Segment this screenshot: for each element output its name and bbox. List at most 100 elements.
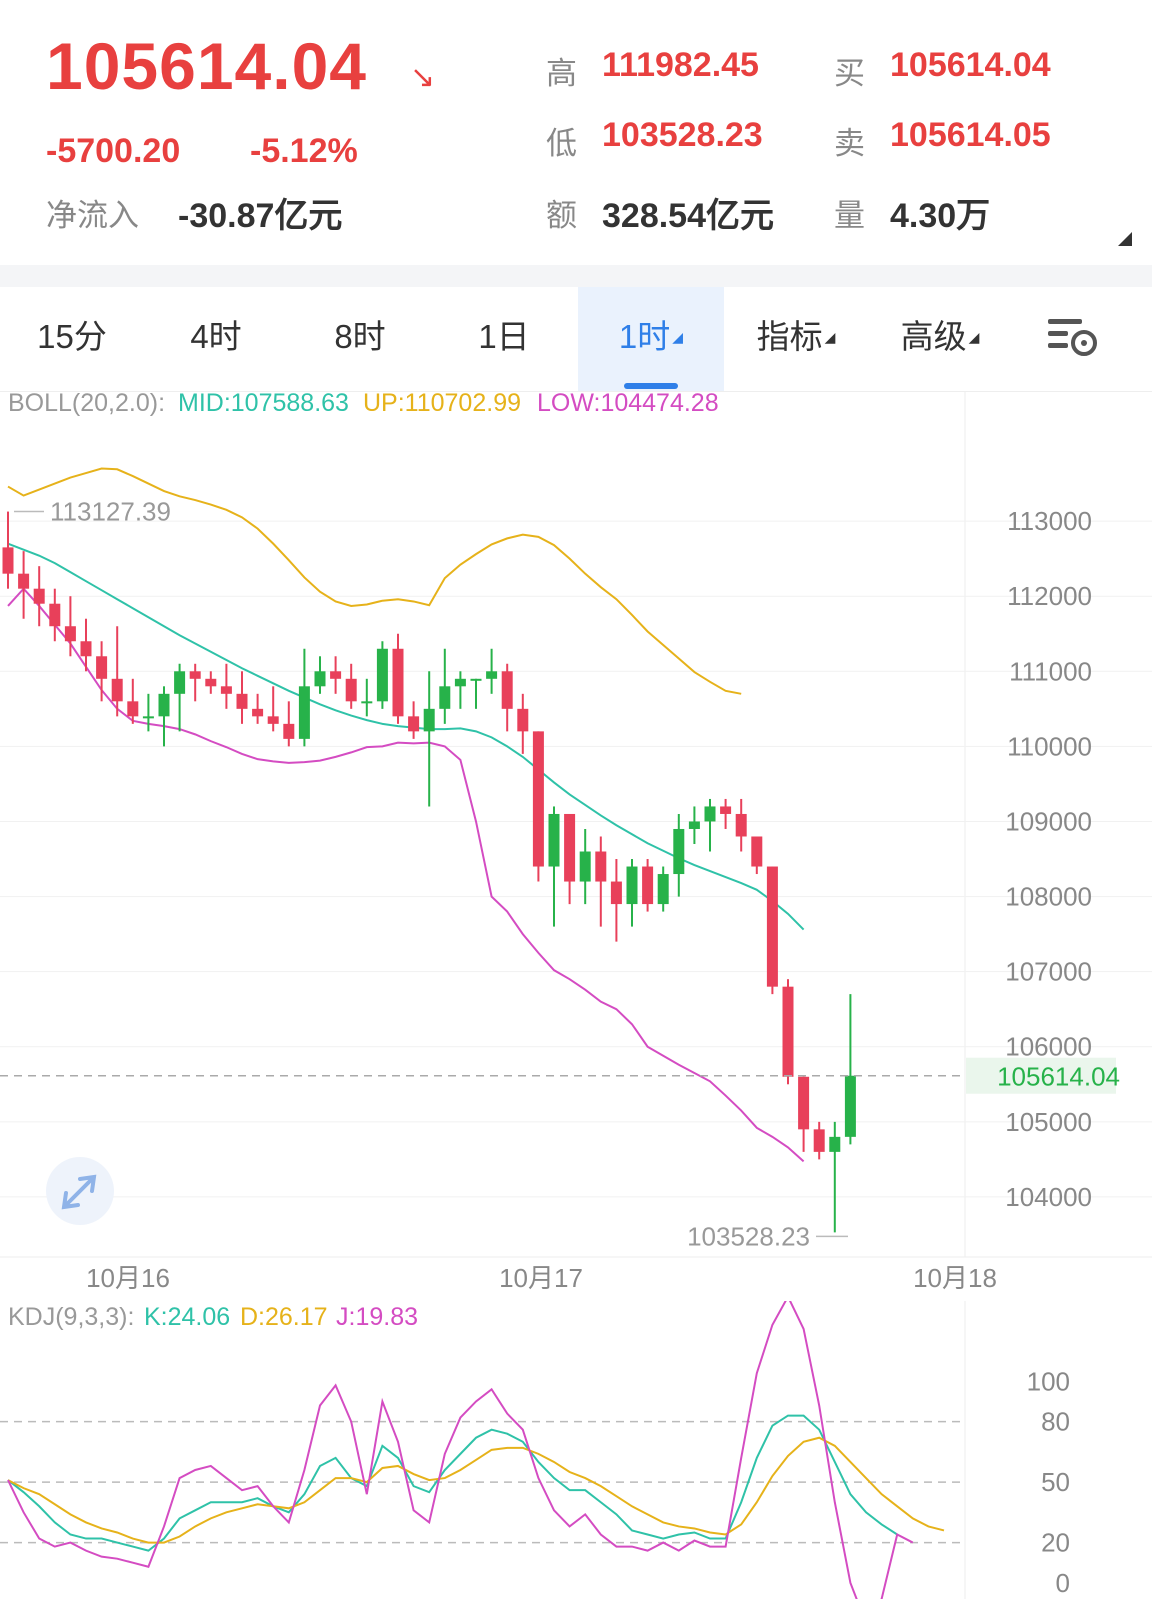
candle-body xyxy=(158,693,170,717)
candle-body xyxy=(361,701,373,704)
candle-body xyxy=(486,671,498,679)
tab-8h[interactable]: 8时 xyxy=(334,318,386,355)
candle xyxy=(49,588,61,642)
candle-body xyxy=(439,686,451,709)
candle xyxy=(423,671,435,807)
candle-body xyxy=(688,821,700,829)
candle-body xyxy=(392,648,404,717)
candle-body xyxy=(423,708,435,732)
candle-body xyxy=(501,671,513,709)
kdj-chart[interactable]: KDJ(9,3,3): K:24.06 D:26.17 J:19.83 100 8… xyxy=(0,1301,1152,1599)
kdj-y-tick-label: 80 xyxy=(1041,1407,1070,1437)
tab-advanced[interactable]: 高级 ◢ xyxy=(900,318,980,355)
kdj-d-line xyxy=(7,1436,945,1544)
candle-body xyxy=(142,716,154,719)
candle xyxy=(844,994,856,1145)
candle-body xyxy=(766,866,778,987)
candle-body xyxy=(642,866,654,905)
candle xyxy=(673,813,685,897)
candle xyxy=(18,551,30,619)
candle xyxy=(610,859,622,942)
kdj-y-tick-label: 100 xyxy=(1027,1366,1070,1396)
candle xyxy=(751,836,763,875)
boll-mid-label: MID:107588.63 xyxy=(178,391,349,417)
amount-label: 额 xyxy=(546,198,577,233)
candle-body xyxy=(470,678,482,681)
candle xyxy=(314,656,326,694)
y-tick-label: 109000 xyxy=(1005,806,1092,836)
candle-body xyxy=(517,708,529,732)
tab-indicators[interactable]: 指标 ◢ xyxy=(756,318,836,355)
y-tick-label: 108000 xyxy=(1005,882,1092,912)
tab-1d[interactable]: 1日 xyxy=(478,318,530,355)
kdj-y-tick-label: 50 xyxy=(1041,1467,1070,1497)
candle-body xyxy=(595,851,607,882)
candle xyxy=(564,813,576,905)
candle-body xyxy=(844,1075,856,1137)
y-tick-label: 110000 xyxy=(1007,731,1092,761)
chart-settings-icon[interactable] xyxy=(1044,315,1100,359)
boll-mid-line xyxy=(7,542,805,931)
volume-label: 量 xyxy=(834,198,865,233)
candle-body xyxy=(626,866,638,905)
candle-body xyxy=(548,813,560,867)
candle xyxy=(657,866,669,912)
candle xyxy=(189,663,201,702)
candle-body xyxy=(720,806,732,814)
expand-quote-icon[interactable] xyxy=(1118,232,1132,246)
candle-body xyxy=(174,671,186,694)
candle-body xyxy=(267,716,279,724)
candle-body xyxy=(376,648,388,702)
candle-body xyxy=(564,813,576,882)
candlestick-chart[interactable]: BOLL(20,2.0): MID:107588.63 UP:110702.99… xyxy=(0,391,1152,1301)
candle xyxy=(142,693,154,732)
candle-body xyxy=(610,881,622,905)
candle xyxy=(688,806,700,844)
candle-body xyxy=(579,851,591,882)
candle xyxy=(720,798,732,829)
candle-body xyxy=(80,641,92,657)
kdj-j-line xyxy=(7,1301,914,1599)
candle xyxy=(813,1121,825,1160)
candle xyxy=(517,693,529,754)
tab-4h[interactable]: 4时 xyxy=(190,318,242,355)
buy-label: 买 xyxy=(834,56,865,91)
candle-body xyxy=(189,671,201,679)
candle xyxy=(532,731,544,882)
sell-value: 105614.05 xyxy=(890,116,1051,154)
x-tick-label: 10月16 xyxy=(86,1263,170,1293)
current-price-tag-bg xyxy=(966,1057,1116,1094)
current-price-tag: 105614.04 xyxy=(997,1062,1120,1092)
candle xyxy=(2,511,14,589)
amount-value: 328.54亿元 xyxy=(602,197,774,235)
sell-label: 卖 xyxy=(834,126,865,161)
tab-15m[interactable]: 15分 xyxy=(37,318,107,355)
max-price-label: 113127.39 xyxy=(50,497,171,527)
candle xyxy=(798,1076,810,1152)
candle-body xyxy=(673,828,685,875)
candle-body xyxy=(64,626,76,642)
candle-body xyxy=(96,656,108,679)
candle xyxy=(735,798,747,852)
candle xyxy=(642,859,654,912)
buy-value: 105614.04 xyxy=(890,46,1051,84)
high-label: 高 xyxy=(546,56,577,91)
candle xyxy=(158,686,170,747)
y-tick-label: 111000 xyxy=(1009,656,1092,686)
candle-body xyxy=(111,678,123,702)
candle xyxy=(174,663,186,732)
kdj-j-label: J:19.83 xyxy=(336,1303,418,1331)
candle-body xyxy=(408,716,420,732)
expand-icon[interactable] xyxy=(46,1157,114,1225)
candle xyxy=(361,678,373,717)
candle-body xyxy=(127,701,139,717)
candle xyxy=(470,678,482,709)
section-divider xyxy=(0,265,1152,287)
x-tick-label: 10月17 xyxy=(499,1263,583,1293)
candle xyxy=(330,656,342,694)
kdj-d-label: D:26.17 xyxy=(240,1303,328,1331)
volume-value: 4.30万 xyxy=(890,197,991,235)
tab-1h[interactable]: 1时 ◢ xyxy=(578,287,724,391)
y-tick-label: 105000 xyxy=(1005,1107,1092,1137)
candle-body xyxy=(532,731,544,867)
